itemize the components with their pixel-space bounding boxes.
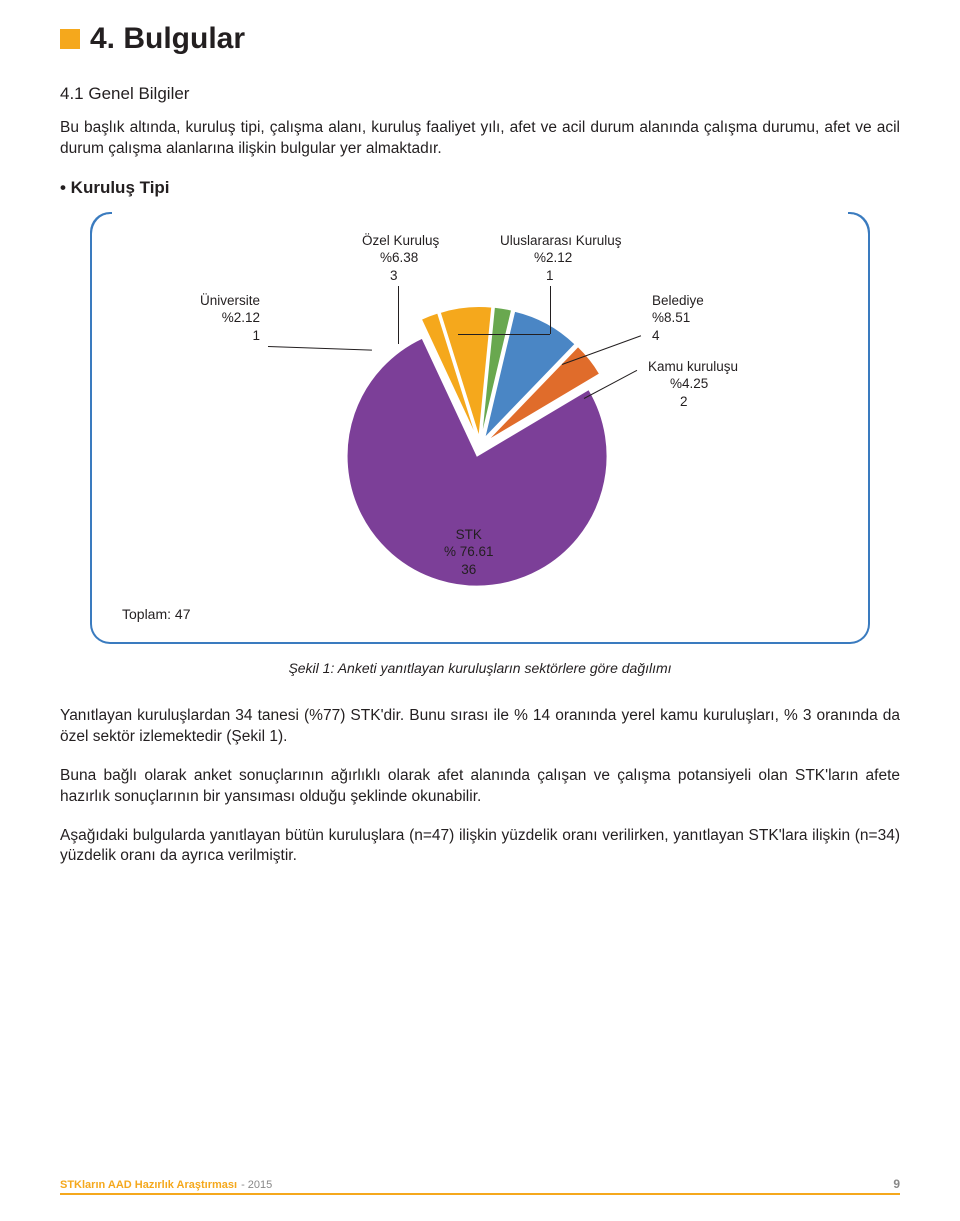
label-ozel-pct: %6.38 (362, 250, 418, 265)
label-universite-name: Üniversite (200, 293, 260, 308)
label-ulus-pct: %2.12 (500, 250, 572, 265)
label-uluslararasi: Uluslararası Kuruluş %2.12 1 (500, 232, 622, 285)
paragraph-3: Aşağıdaki bulgularda yanıtlayan bütün ku… (60, 826, 900, 868)
paragraph-2: Buna bağlı olarak anket sonuçlarının ağı… (60, 766, 900, 808)
heading-orange-box (60, 29, 80, 49)
paragraph-1: Yanıtlayan kuruluşlardan 34 tanesi (%77)… (60, 706, 900, 748)
label-ulus-count: 1 (500, 268, 554, 283)
page-footer: STKların AAD Hazırlık Araştırması - 2015… (60, 1177, 900, 1195)
label-universite-pct: %2.12 (222, 310, 260, 325)
footer-left: STKların AAD Hazırlık Araştırması - 2015 (60, 1179, 272, 1191)
label-kamu-count: 2 (648, 394, 688, 409)
page-title: 4. Bulgular (90, 22, 245, 56)
label-bel-name: Belediye (652, 293, 704, 308)
page-title-row: 4. Bulgular (60, 22, 900, 56)
intro-paragraph: Bu başlık altında, kuruluş tipi, çalışma… (60, 118, 900, 160)
label-universite: Üniversite %2.12 1 (200, 292, 260, 345)
chart-total: Toplam: 47 (122, 606, 190, 622)
label-stk-count: 36 (461, 562, 476, 577)
label-kamu: Kamu kuruluşu %4.25 2 (648, 358, 738, 411)
label-stk-name: STK (456, 527, 482, 542)
label-kamu-pct: %4.25 (648, 376, 708, 391)
label-bel-pct: %8.51 (652, 310, 690, 325)
label-ozel: Özel Kuruluş %6.38 3 (362, 232, 439, 285)
label-ulus-name: Uluslararası Kuruluş (500, 233, 622, 248)
label-belediye: Belediye %8.51 4 (652, 292, 704, 345)
footer-page-number: 9 (893, 1177, 900, 1191)
label-ozel-count: 3 (362, 268, 398, 283)
label-kamu-name: Kamu kuruluşu (648, 359, 738, 374)
lead-ulus-v (550, 286, 551, 334)
lead-ulus-h (458, 334, 550, 335)
section-subheading: 4.1 Genel Bilgiler (60, 84, 900, 104)
chart-caption: Şekil 1: Anketi yanıtlayan kuruluşların … (60, 660, 900, 676)
label-universite-count: 1 (253, 328, 261, 343)
label-bel-count: 4 (652, 328, 660, 343)
chart-frame: Üniversite %2.12 1 Özel Kuruluş %6.38 3 … (90, 214, 870, 644)
bullet-kurulus-tipi: • Kuruluş Tipi (60, 178, 900, 198)
label-ozel-name: Özel Kuruluş (362, 233, 439, 248)
footer-title-orange: STKların AAD Hazırlık Araştırması (60, 1179, 237, 1191)
footer-title-gray: - 2015 (241, 1179, 272, 1191)
label-stk: STK % 76.61 36 (444, 526, 494, 579)
lead-ozel (398, 286, 399, 344)
label-stk-pct: % 76.61 (444, 544, 494, 559)
